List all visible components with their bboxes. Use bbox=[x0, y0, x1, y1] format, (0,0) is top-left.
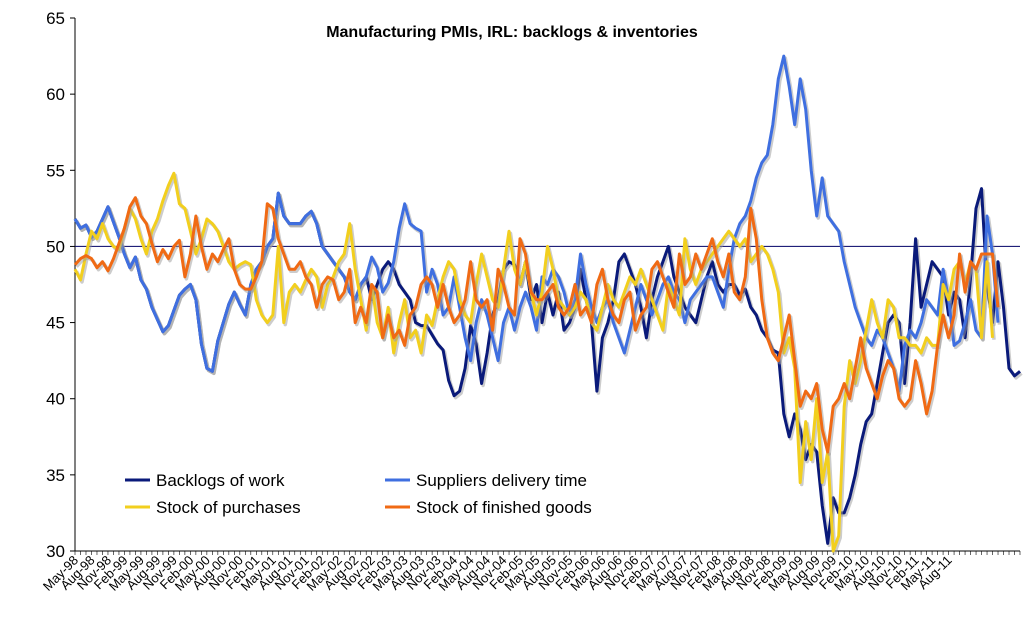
series-line-suppliers bbox=[73, 54, 1000, 393]
legend-label-purchases: Stock of purchases bbox=[156, 498, 301, 517]
y-tick-label: 50 bbox=[46, 237, 65, 256]
legend-label-backlogs: Backlogs of work bbox=[156, 471, 285, 490]
legend-label-finished: Stock of finished goods bbox=[416, 498, 592, 517]
y-tick-label: 30 bbox=[46, 542, 65, 561]
series-lines bbox=[73, 54, 1023, 555]
legend-label-suppliers: Suppliers delivery time bbox=[416, 471, 587, 490]
series-line-finished bbox=[73, 196, 1000, 454]
y-tick-label: 65 bbox=[46, 9, 65, 28]
chart-title: Manufacturing PMIs, IRL: backlogs & inve… bbox=[326, 24, 698, 41]
x-axis: May-98Aug-98Nov-98Feb-99May-99Aug-99Nov-… bbox=[40, 550, 1021, 594]
y-tick-label: 35 bbox=[46, 466, 65, 485]
y-tick-label: 45 bbox=[46, 314, 65, 333]
y-tick-label: 55 bbox=[46, 161, 65, 180]
series-line-purchases bbox=[73, 171, 994, 553]
y-tick-label: 40 bbox=[46, 390, 65, 409]
y-axis: 30 35 40 45 50 55 60 65 bbox=[46, 9, 76, 561]
y-tick-label: 60 bbox=[46, 85, 65, 104]
legend: Backlogs of work Suppliers delivery time… bbox=[125, 471, 592, 517]
